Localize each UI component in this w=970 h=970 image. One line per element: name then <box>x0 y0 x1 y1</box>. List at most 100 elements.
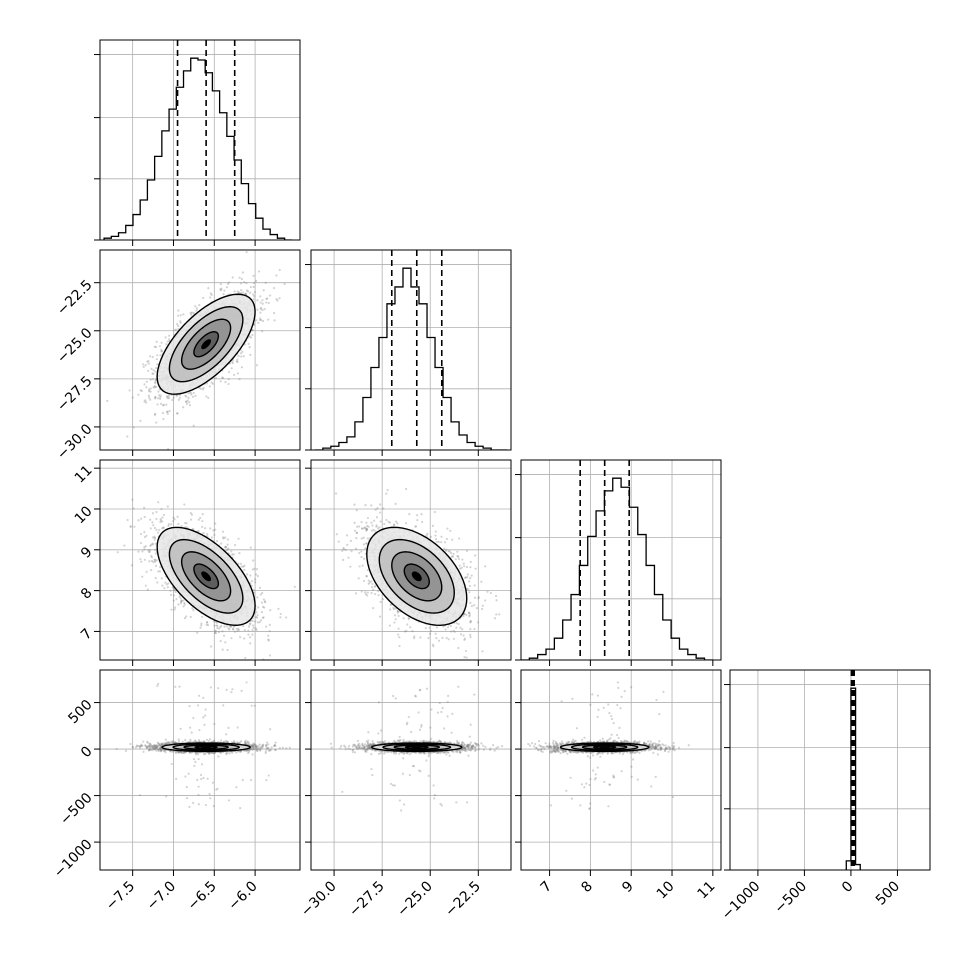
scatter-panel-3-2 <box>515 669 722 876</box>
x-tick-label: −7.0 <box>144 878 179 913</box>
plot-area <box>100 40 300 240</box>
x-tick-label: −500 <box>772 878 811 917</box>
x-tick-label: 7 <box>538 878 556 896</box>
y-tick-label: −1000 <box>51 836 96 881</box>
axes-frame <box>520 459 722 661</box>
plot-area <box>311 670 511 870</box>
x-tick-labels-col-3: −1000 −500 0 500 <box>719 878 903 923</box>
histogram-step-1 <box>314 267 508 450</box>
contour-line-0 <box>194 745 218 749</box>
x-tick-labels-col-0: −7.5 −7.0 −6.5 −6.0 <box>103 878 261 913</box>
y-tick-label: 11 <box>72 463 96 487</box>
x-tick-label: −6.0 <box>225 878 260 913</box>
contour-line-0 <box>592 745 617 749</box>
x-tick-label: −25.0 <box>394 878 436 920</box>
histogram-step-2 <box>521 477 713 660</box>
contour-line-3 <box>156 293 256 395</box>
contour-line-1 <box>581 744 628 751</box>
x-tick-labels-col-1: −30.0 −27.5 −25.0 −22.5 <box>298 878 484 920</box>
contour-line-3 <box>161 742 251 753</box>
contour-line-0 <box>404 745 429 749</box>
y-tick-label: 10 <box>72 503 96 527</box>
axes-frame <box>99 669 301 871</box>
y-tick-label: −22.5 <box>54 277 96 319</box>
x-tick-label: −22.5 <box>442 878 484 920</box>
x-tick-label: −27.5 <box>346 878 388 920</box>
y-tick-labels-row-2: 7 8 9 10 11 <box>72 463 96 644</box>
contour-line-2 <box>168 306 244 383</box>
contour-line-1 <box>180 551 232 602</box>
contour-line-2 <box>378 538 455 614</box>
contour-line-3 <box>559 742 650 753</box>
x-tick-label: −30.0 <box>298 878 340 920</box>
plot-area <box>521 670 721 870</box>
histogram-panel-3 <box>724 669 931 876</box>
histogram-panel-2 <box>515 459 722 666</box>
axes-frame <box>310 459 512 661</box>
y-tick-label: −500 <box>57 790 96 829</box>
plot-area <box>311 250 511 450</box>
density-core <box>201 571 212 582</box>
density-core <box>411 746 422 748</box>
contour-line-1 <box>391 551 443 602</box>
scatter-panel-3-1 <box>305 669 512 876</box>
plot-area <box>311 460 511 660</box>
x-tick-label: 9 <box>619 878 637 896</box>
axes-frame <box>310 249 512 451</box>
y-tick-label: −27.5 <box>54 373 96 415</box>
plot-area <box>100 250 300 450</box>
y-tick-labels-row-3: −1000 −500 0 500 <box>51 697 96 881</box>
contour-line-3 <box>370 742 463 753</box>
x-tick-label: −7.5 <box>103 878 138 913</box>
x-tick-label: 11 <box>695 878 719 902</box>
contour-line-2 <box>172 743 240 752</box>
contour-line-2 <box>570 743 639 752</box>
y-tick-label: 500 <box>65 697 95 727</box>
density-core <box>599 746 610 748</box>
axes-frame <box>99 39 301 241</box>
histogram-panel-1 <box>305 249 512 456</box>
y-tick-label: 9 <box>78 544 96 562</box>
x-tick-label: 500 <box>873 878 903 908</box>
y-tick-labels-row-1: −30.0 −27.5 −25.0 −22.5 <box>54 277 96 463</box>
axes-frame <box>99 459 301 661</box>
plot-area <box>521 460 721 660</box>
scatter-panel-2-0 <box>94 459 301 666</box>
contour-line-2 <box>168 538 244 614</box>
y-tick-label: 8 <box>78 585 96 603</box>
x-tick-label: −1000 <box>719 878 764 923</box>
density-core <box>201 746 212 748</box>
scatter-panel-1-0 <box>94 249 301 456</box>
histogram-step-0 <box>103 57 292 240</box>
plot-area <box>100 460 300 660</box>
plot-area <box>730 670 930 870</box>
histogram-panel-0 <box>94 39 301 246</box>
contour-line-1 <box>180 318 232 370</box>
contour-line-3 <box>156 526 256 626</box>
y-tick-label: −25.0 <box>54 325 96 367</box>
axes-frame <box>520 669 722 871</box>
contour-line-1 <box>183 744 229 751</box>
x-tick-label: 10 <box>654 878 678 902</box>
contour-line-0 <box>193 331 220 358</box>
contour-line-0 <box>403 563 430 590</box>
plot-area <box>100 670 300 870</box>
axes-frame <box>729 669 931 871</box>
histogram-step-3 <box>845 687 861 870</box>
y-tick-label: −30.0 <box>54 421 96 463</box>
axes-frame <box>99 249 301 451</box>
density-core <box>411 571 422 582</box>
contour-line-2 <box>382 743 452 752</box>
y-tick-label: 7 <box>78 626 96 644</box>
x-tick-labels-col-2: 7 8 9 10 11 <box>538 878 719 902</box>
scatter-panel-2-1 <box>305 459 512 666</box>
x-tick-label: 0 <box>839 878 857 896</box>
contour-line-1 <box>393 744 441 751</box>
y-tick-label: 0 <box>78 743 96 761</box>
x-tick-label: 8 <box>578 878 596 896</box>
axes-frame <box>310 669 512 871</box>
x-tick-label: −6.5 <box>185 878 220 913</box>
scatter-panel-3-0 <box>94 669 301 876</box>
contour-line-0 <box>193 563 220 590</box>
